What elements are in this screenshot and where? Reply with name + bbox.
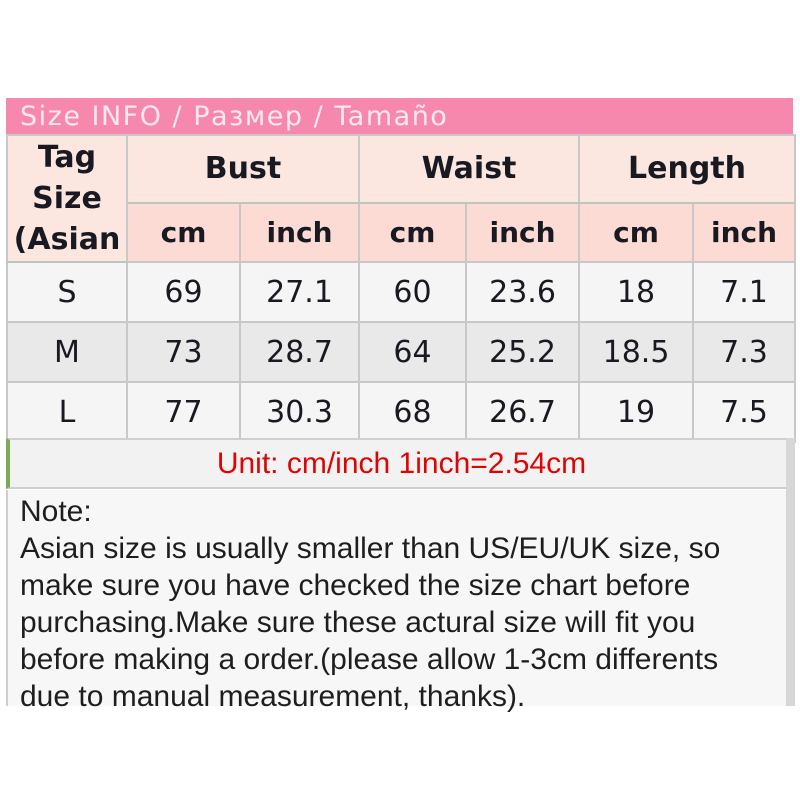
table-row-size-s: S 69 27.1 60 23.6 18 7.1: [6, 261, 797, 323]
table-row-size-m: M 73 28.7 64 25.2 18.5 7.3: [6, 321, 797, 383]
tag-size-header-cell: Tag Size (Asian: [6, 134, 128, 263]
bust-inch-cell: 28.7: [238, 321, 361, 383]
waist-cm-header: cm: [358, 201, 468, 264]
bust-inch-cell: 27.1: [238, 261, 361, 323]
size-label-cell: L: [6, 381, 128, 443]
waist-inch-cell: 23.6: [465, 261, 581, 323]
bust-inch-cell: 30.3: [238, 381, 361, 443]
length-cm-cell: 19: [578, 381, 695, 443]
bust-inch-header: inch: [238, 201, 361, 264]
bust-cm-cell: 77: [126, 381, 241, 443]
size-info-title-bar: Size INFO / Размер / Tamaño: [6, 98, 793, 134]
size-table: Tag Size (Asian Bust Waist Length cm inc…: [6, 134, 797, 443]
bust-cm-cell: 69: [126, 261, 241, 323]
table-header-row: Tag Size (Asian Bust Waist Length: [6, 134, 797, 263]
length-inch-cell: 7.3: [692, 321, 797, 383]
note-body: Asian size is usually smaller than US/EU…: [20, 532, 721, 713]
waist-inch-cell: 25.2: [465, 321, 581, 383]
waist-cm-cell: 68: [358, 381, 468, 443]
note-section: Note: Asian size is usually smaller than…: [6, 490, 787, 713]
waist-cm-cell: 64: [358, 321, 468, 383]
unit-note-row: Unit: cm/inch 1inch=2.54cm: [6, 438, 793, 489]
waist-cm-cell: 60: [358, 261, 468, 323]
size-label-cell: S: [6, 261, 128, 323]
waist-inch-cell: 26.7: [465, 381, 581, 443]
table-row-size-l: L 77 30.3 68 26.7 19 7.5: [6, 381, 797, 443]
length-inch-cell: 7.1: [692, 261, 797, 323]
length-cm-cell: 18: [578, 261, 695, 323]
length-inch-header: inch: [692, 201, 797, 264]
bust-header-cell: Bust: [125, 134, 361, 204]
note-heading: Note:: [20, 495, 92, 528]
waist-inch-header: inch: [465, 201, 581, 264]
length-cm-cell: 18.5: [578, 321, 695, 383]
panel-right-edge: [786, 438, 795, 706]
bust-cm-cell: 73: [126, 321, 241, 383]
length-cm-header: cm: [578, 201, 695, 264]
waist-header-cell: Waist: [358, 134, 581, 204]
table-subheader-row: cm inch cm inch cm inch: [7, 201, 797, 264]
size-label-cell: M: [6, 321, 128, 383]
length-inch-cell: 7.5: [692, 381, 797, 443]
bust-cm-header: cm: [126, 201, 241, 264]
unit-note-text: Unit: cm/inch 1inch=2.54cm: [216, 447, 587, 480]
length-header-cell: Length: [578, 134, 797, 204]
